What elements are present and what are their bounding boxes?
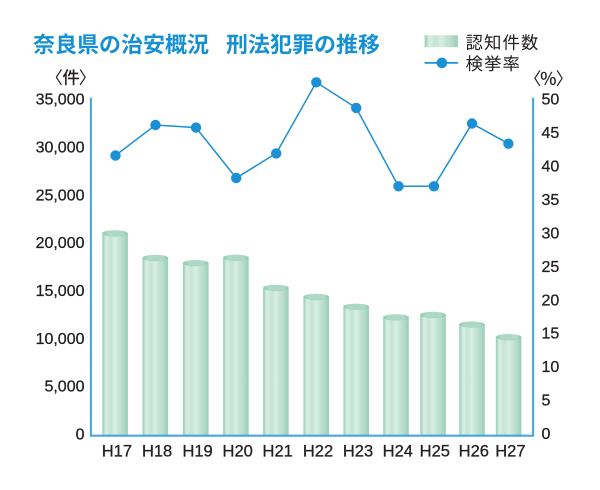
svg-text:25,000: 25,000 (36, 187, 85, 204)
svg-text:H27: H27 (495, 442, 525, 460)
svg-text:10: 10 (542, 359, 560, 376)
svg-text:0: 0 (76, 427, 85, 444)
svg-text:H19: H19 (182, 442, 212, 460)
svg-text:H18: H18 (142, 442, 172, 460)
svg-text:35: 35 (542, 192, 560, 209)
svg-text:H24: H24 (383, 442, 413, 460)
svg-text:H22: H22 (303, 442, 333, 460)
svg-text:25: 25 (542, 259, 560, 276)
svg-text:5,000: 5,000 (44, 379, 84, 396)
svg-text:15: 15 (542, 326, 560, 343)
svg-text:H21: H21 (263, 442, 293, 460)
svg-text:40: 40 (542, 159, 560, 176)
svg-text:10,000: 10,000 (36, 331, 85, 348)
svg-text:20: 20 (542, 292, 560, 309)
svg-text:50: 50 (542, 92, 560, 109)
svg-text:H23: H23 (343, 442, 373, 460)
svg-text:H25: H25 (420, 442, 450, 460)
svg-text:H26: H26 (459, 442, 489, 460)
svg-text:H20: H20 (223, 442, 253, 460)
svg-text:5: 5 (542, 393, 551, 410)
svg-text:45: 45 (542, 125, 560, 142)
svg-text:H17: H17 (102, 442, 132, 460)
svg-text:0: 0 (542, 426, 551, 443)
svg-text:15,000: 15,000 (36, 283, 85, 300)
svg-text:30: 30 (542, 225, 560, 242)
svg-text:20,000: 20,000 (36, 235, 85, 252)
svg-text:30,000: 30,000 (36, 140, 85, 157)
svg-text:35,000: 35,000 (36, 92, 85, 109)
